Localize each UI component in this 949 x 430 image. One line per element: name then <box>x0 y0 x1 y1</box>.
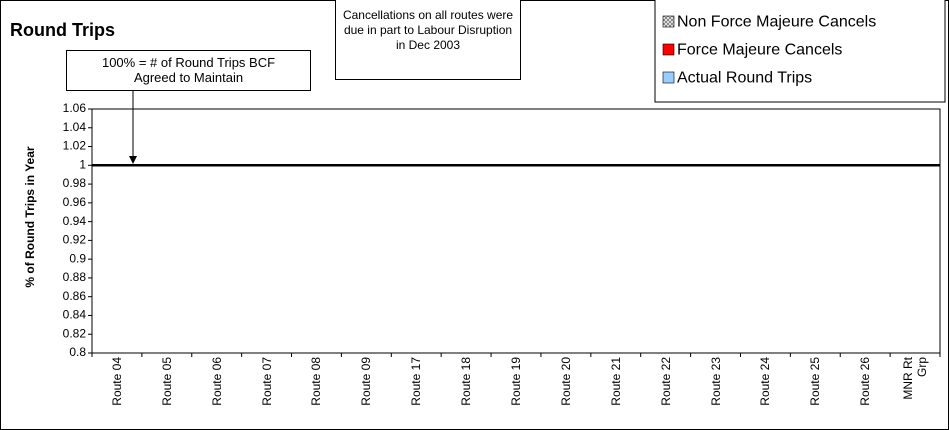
y-tick-label: 1.02 <box>63 139 87 153</box>
x-tick-label: Route 08 <box>309 357 324 406</box>
x-tick-label: Route 06 <box>209 357 224 406</box>
legend-label: Actual Round Trips <box>677 70 812 87</box>
plot-area <box>91 108 941 354</box>
x-tick-label: Route 20 <box>558 357 573 406</box>
x-tick-label: Route 04 <box>109 357 124 406</box>
legend-label: Force Majeure Cancels <box>677 42 842 59</box>
legend-swatch <box>662 43 675 56</box>
x-tick-label: Route 26 <box>858 357 873 406</box>
y-tick-label: 0.9 <box>69 251 86 265</box>
y-tick-label: 1 <box>79 157 86 171</box>
legend-swatch <box>662 71 675 84</box>
x-tick-label: Route 22 <box>658 357 673 406</box>
legend-box <box>654 0 946 103</box>
x-tick-label: Route 09 <box>359 357 374 406</box>
annotation: 100% = # of Round Trips BCF Agreed to Ma… <box>66 50 311 91</box>
x-tick-label: Route 17 <box>409 357 424 406</box>
x-tick-label: Route 18 <box>459 357 474 406</box>
y-tick-label: 0.86 <box>63 289 87 303</box>
x-tick-label: Route 07 <box>259 357 274 406</box>
x-tick-label: Route 25 <box>808 357 823 406</box>
x-tick-label: Route 24 <box>758 357 773 406</box>
annotation-arrowhead <box>129 156 137 164</box>
y-tick-label: 0.98 <box>63 176 87 190</box>
y-tick-label: 0.88 <box>63 270 87 284</box>
y-tick-label: 0.8 <box>69 345 86 359</box>
y-axis-label: % of Round Trips in Year <box>23 146 37 288</box>
y-tick-label: 0.92 <box>63 233 87 247</box>
x-tick-label: Route 23 <box>708 357 723 406</box>
y-tick-label: 1.06 <box>63 101 87 115</box>
y-tick-label: 0.96 <box>63 195 87 209</box>
x-tick-label: Route 19 <box>509 357 523 406</box>
y-tick-label: 1.04 <box>63 120 87 134</box>
x-tick-label: Route 05 <box>159 357 174 406</box>
annotation: Cancellations on all routes were due in … <box>335 0 521 80</box>
x-tick-label: MNR Rt Grp <box>901 357 930 400</box>
legend-label: Non Force Majeure Cancels <box>677 14 876 31</box>
y-tick-label: 0.94 <box>63 214 87 228</box>
legend-swatch <box>662 15 675 28</box>
y-tick-label: 0.82 <box>63 326 87 340</box>
chart-title: Round Trips <box>10 20 115 40</box>
y-tick-label: 0.84 <box>63 308 87 322</box>
x-tick-label: Route 21 <box>608 357 623 406</box>
